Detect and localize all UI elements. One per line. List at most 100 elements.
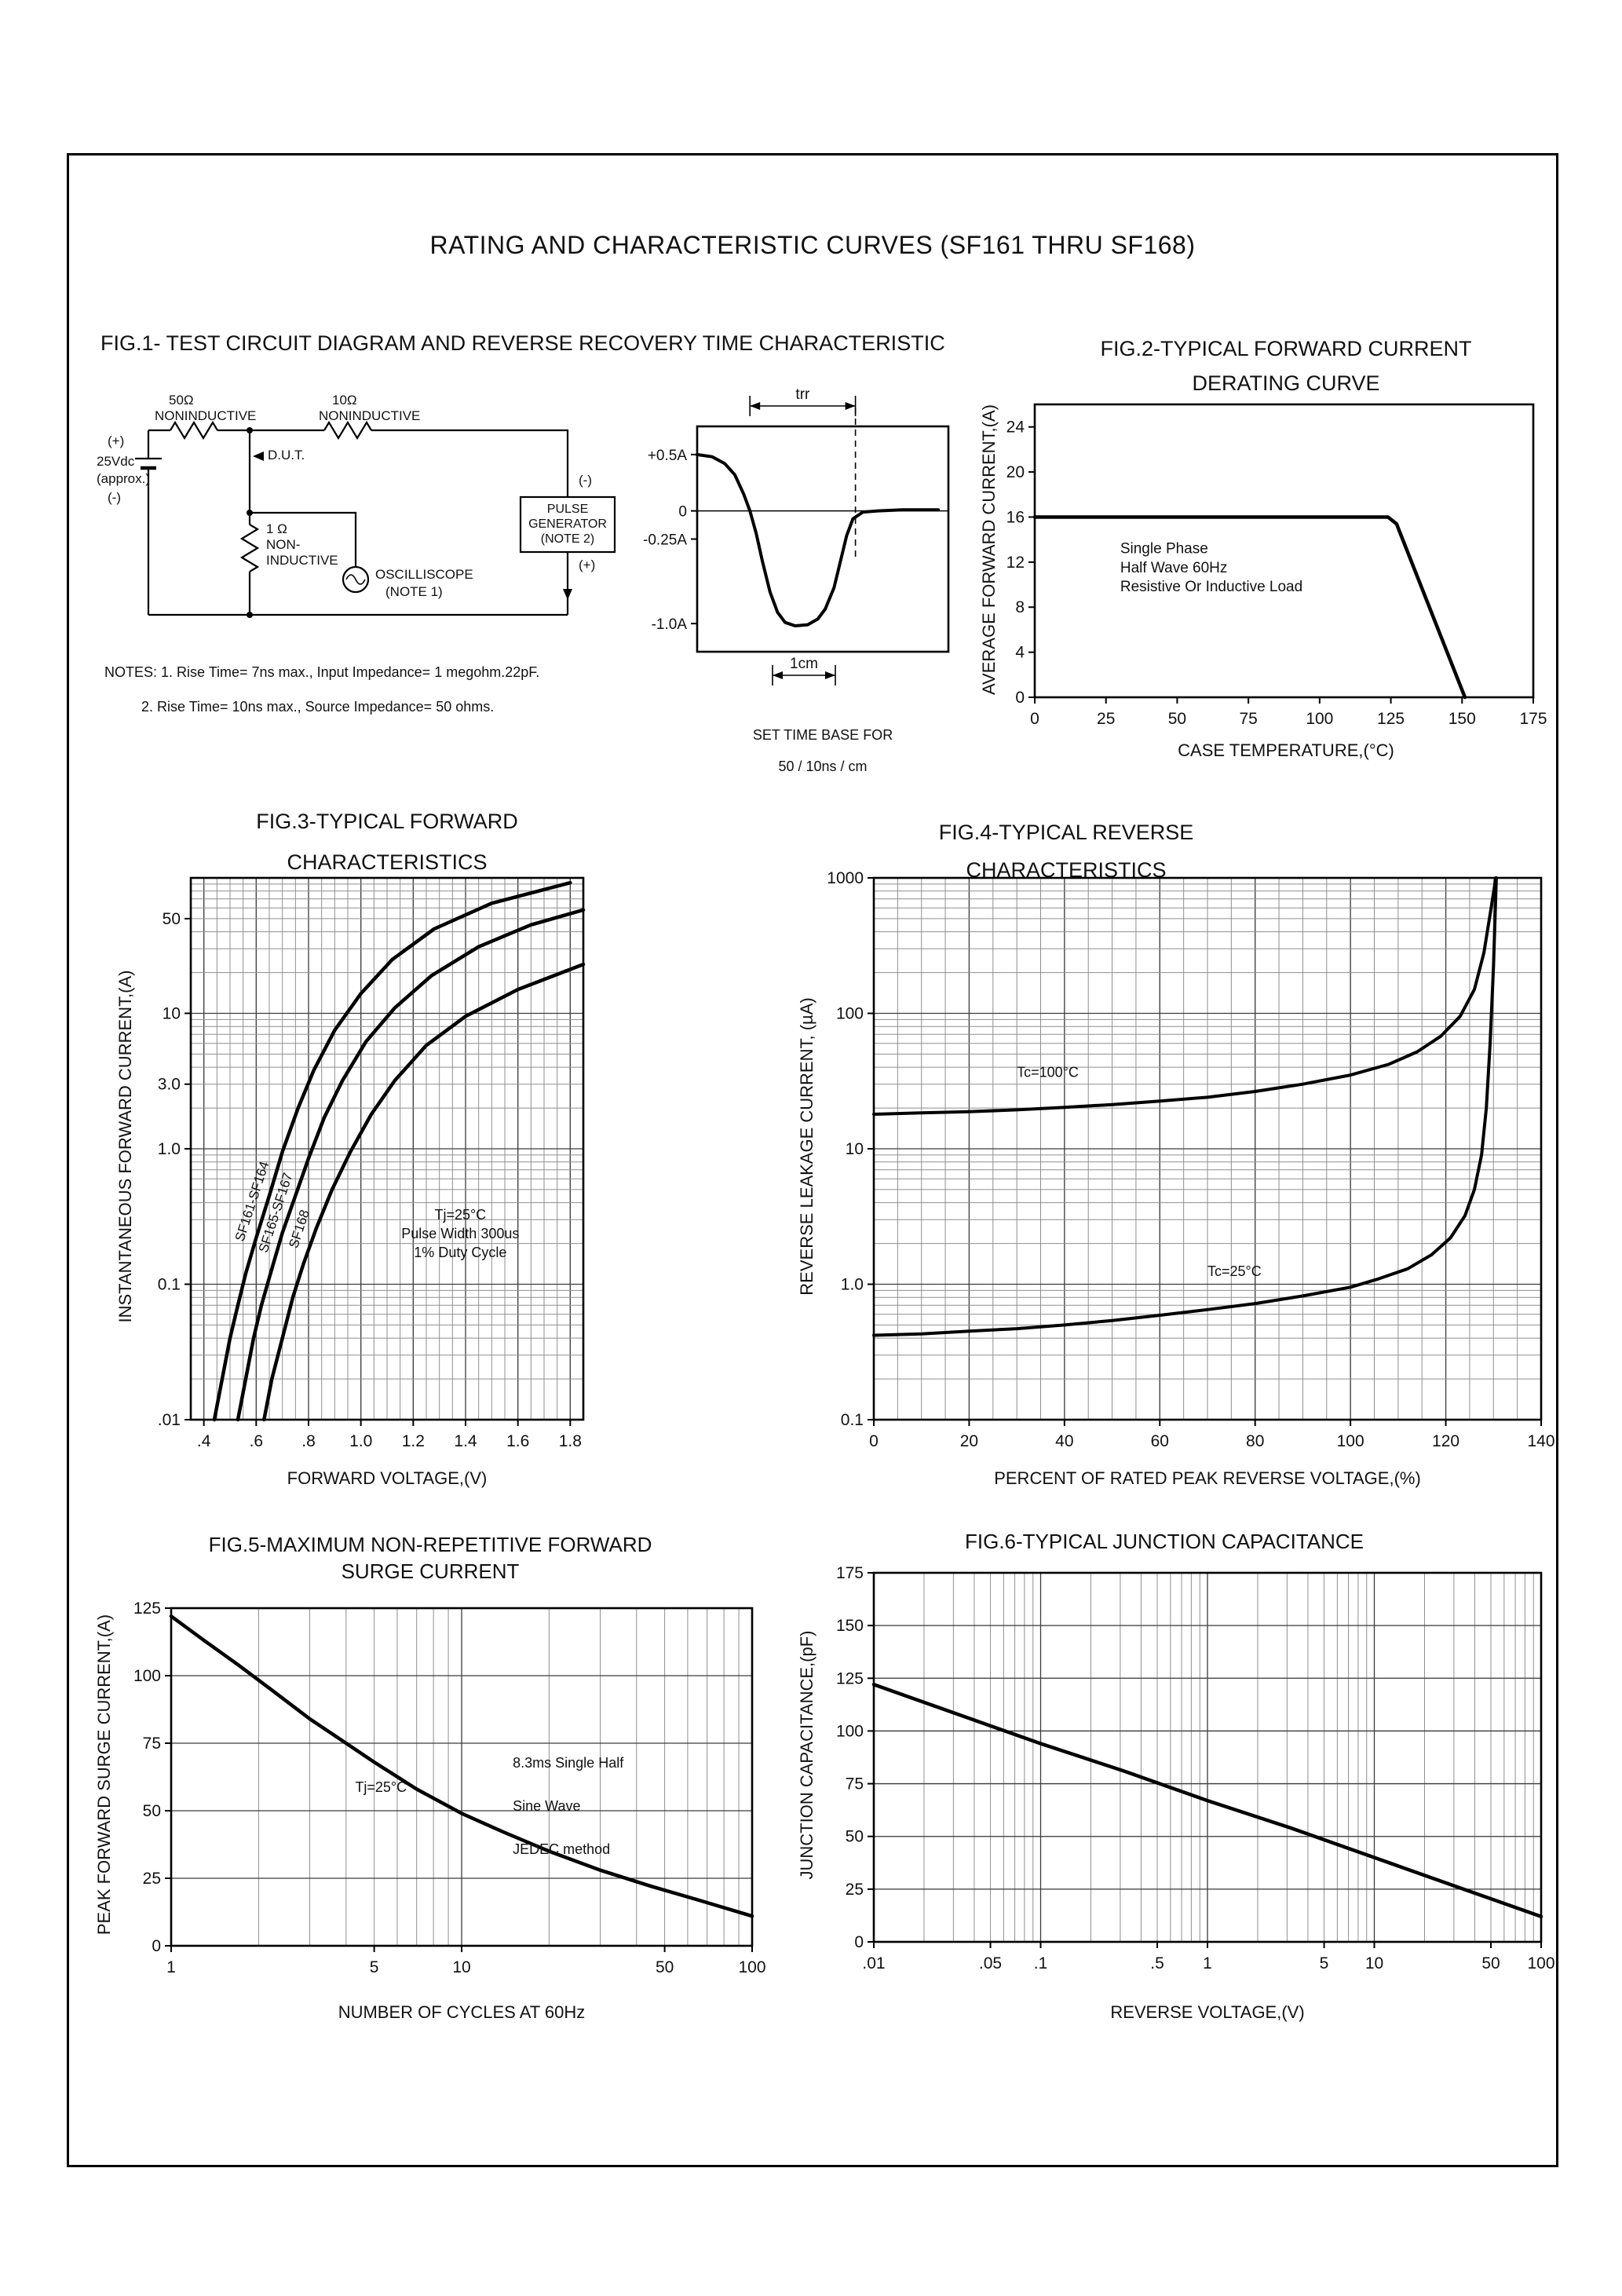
svg-text:trr: trr [795, 386, 810, 403]
fig6-y-axis-label: JUNCTION CAPACITANCE,(pF) [797, 1630, 816, 1880]
fig2-x-axis-label: CASE TEMPERATURE,(°C) [1178, 740, 1394, 760]
svg-text:Pulse Width 300us: Pulse Width 300us [401, 1226, 519, 1241]
fig2-derating-chart: 0 25 50 75 100 125 150 175 0 4 8 12 16 20 24 Single Pha… [976, 387, 1573, 764]
fig5-y-axis-label: PEAK FORWARD SURGE CURRENT,(A) [94, 1614, 114, 1936]
svg-text:100: 100 [836, 1005, 864, 1023]
fig4-reverse-characteristics-chart: 0 20 40 60 80 100 120 140 1000 100 10 1.0 0.1 Tc=100°… [799, 866, 1573, 1463]
resistor-50ohm-symbol [170, 420, 218, 441]
dut-arrow [253, 452, 264, 461]
pulse-generator-label-line2: GENERATOR [528, 517, 607, 531]
pulse-generator-minus-label: (-) [579, 473, 592, 488]
svg-text:75: 75 [1239, 710, 1257, 728]
battery-approx-label: (approx.) [97, 471, 151, 486]
svg-text:1.6: 1.6 [506, 1432, 529, 1450]
svg-text:1: 1 [166, 1958, 176, 1976]
oscilloscope-wire [250, 511, 357, 567]
note-2: 2. Rise Time= 10ns max., Source Impedanc… [141, 699, 495, 715]
series-Tc=25C [872, 876, 1498, 1337]
svg-text:10: 10 [163, 1005, 181, 1023]
svg-text:100: 100 [1527, 1954, 1554, 1972]
svg-text:Sine Wave: Sine Wave [513, 1798, 580, 1814]
svg-text:1.4: 1.4 [454, 1432, 477, 1450]
series-Tc=100C [872, 876, 1498, 1116]
fig5-surge-current-chart: 1 5 10 50 100 0 25 50 75 100 125 Tj=25°C 8.3ms Singl… [104, 1596, 787, 1981]
svg-text:50: 50 [1168, 710, 1186, 728]
svg-text:80: 80 [1246, 1432, 1264, 1450]
svg-text:125: 125 [1377, 710, 1405, 728]
fig4-x-axis-label: PERCENT OF RATED PEAK REVERSE VOLTAGE,(%… [994, 1468, 1421, 1488]
svg-text:16: 16 [1006, 508, 1025, 526]
fig2-y-axis-label: AVERAGE FORWARD CURRENT,(A) [979, 404, 999, 695]
resistor-1ohm-line2-label: NON- [266, 537, 301, 552]
fig6-heading-line1: FIG.6-TYPICAL JUNCTION CAPACITANCE [964, 1530, 1364, 1553]
plot-svg: .01 .05 .1 .5 1 5 10 50 100 0 25 50 75 100 125 150 175 [836, 1564, 1555, 1972]
series-SF165-SF167 [236, 908, 586, 1422]
junction-dot [247, 510, 253, 516]
svg-text:1% Duty Cycle: 1% Duty Cycle [414, 1245, 506, 1260]
waveform-caption-line2: 50 / 10ns / cm [778, 759, 868, 774]
pulse-generator-label-line3: (NOTE 2) [540, 532, 595, 546]
plot-svg: 0 20 40 60 80 100 120 140 1000 100 10 1.0 0.1 Tc=100°… [827, 869, 1554, 1450]
svg-text:100: 100 [738, 1958, 765, 1976]
page-frame: RATING AND CHARACTERISTIC CURVES (SF161 … [67, 153, 1558, 2167]
svg-text:10: 10 [452, 1958, 470, 1976]
wire [371, 429, 569, 497]
svg-text:40: 40 [1055, 1432, 1073, 1450]
svg-text:100: 100 [1337, 1432, 1364, 1450]
svg-text:.6: .6 [250, 1432, 264, 1450]
svg-text:1.0: 1.0 [349, 1432, 372, 1450]
resistor-10ohm-type-label: NONINDUCTIVE [319, 408, 421, 423]
svg-text:.1: .1 [1034, 1954, 1048, 1972]
svg-text:100: 100 [1306, 710, 1333, 728]
oscilloscope-symbol [342, 565, 370, 594]
svg-text:175: 175 [1519, 710, 1547, 728]
fig6-x-axis-label: REVERSE VOLTAGE,(V) [1110, 2002, 1305, 2022]
svg-text:12: 12 [1006, 554, 1025, 572]
svg-text:25: 25 [846, 1881, 864, 1899]
svg-text:50: 50 [846, 1828, 864, 1846]
pulse-generator-label-line1: PULSE [546, 503, 589, 516]
svg-text:0: 0 [678, 504, 687, 521]
svg-text:50: 50 [1481, 1954, 1500, 1972]
series-surge-current [169, 1614, 754, 1918]
current-arrow [563, 589, 572, 600]
oscilloscope-note-label: (NOTE 1) [385, 584, 443, 599]
junction-dot [247, 427, 253, 433]
svg-text:Tc=100°C: Tc=100°C [1017, 1064, 1079, 1080]
fig2-heading-line2: DERATING CURVE [1192, 371, 1380, 395]
oscilloscope-label: OSCILLISCOPE [375, 567, 473, 582]
plot-svg: 0 25 50 75 100 125 150 175 0 4 8 12 16 20 24 Single Pha… [1006, 403, 1547, 728]
svg-text:24: 24 [1006, 419, 1025, 437]
svg-text:1.2: 1.2 [402, 1432, 425, 1450]
svg-text:+0.5A: +0.5A [648, 448, 688, 464]
svg-text:1cm: 1cm [790, 656, 818, 672]
fig5-heading-line1: FIG.5-MAXIMUM NON-REPETITIVE FORWARD [208, 1533, 652, 1556]
series-SF161-SF164 [212, 880, 572, 1422]
svg-text:125: 125 [836, 1669, 864, 1687]
fig3-heading: FIG.3-TYPICAL FORWARD CHARACTERISTICS [152, 801, 623, 883]
reverse-recovery-waveform-chart: trr 1cm +0.5A 0 -0.25A -1.0A [634, 383, 980, 697]
svg-text:0: 0 [854, 1933, 864, 1951]
junction-dot [247, 612, 253, 618]
svg-text:.01: .01 [158, 1411, 181, 1429]
svg-text:50: 50 [163, 910, 181, 928]
resistor-1ohm-line3-label: INDUCTIVE [266, 553, 338, 568]
fig1-heading: FIG.1- TEST CIRCUIT DIAGRAM AND REVERSE … [100, 331, 945, 355]
svg-text:25: 25 [143, 1870, 161, 1888]
svg-text:Single Phase: Single Phase [1120, 540, 1208, 557]
svg-text:5: 5 [370, 1958, 379, 1976]
svg-text:150: 150 [836, 1617, 864, 1635]
series-reverse-recovery-waveform [696, 452, 941, 627]
svg-text:50: 50 [656, 1958, 674, 1976]
svg-text:50: 50 [143, 1802, 161, 1820]
svg-text:0.1: 0.1 [841, 1411, 864, 1429]
plot-svg: 1 5 10 50 100 0 25 50 75 100 125 Tj=25°C 8.3ms Singl… [133, 1600, 766, 1976]
svg-text:0: 0 [1030, 710, 1039, 728]
svg-text:1.8: 1.8 [559, 1432, 582, 1450]
svg-text:5: 5 [1320, 1954, 1329, 1972]
resistor-50ohm-value-label: 50Ω [169, 393, 194, 408]
resistor-10ohm-symbol [323, 420, 372, 441]
svg-text:20: 20 [960, 1432, 978, 1450]
svg-text:20: 20 [1006, 463, 1025, 481]
fig3-y-axis-label: INSTANTANEOUS FORWARD CURRENT,(A) [115, 970, 135, 1323]
